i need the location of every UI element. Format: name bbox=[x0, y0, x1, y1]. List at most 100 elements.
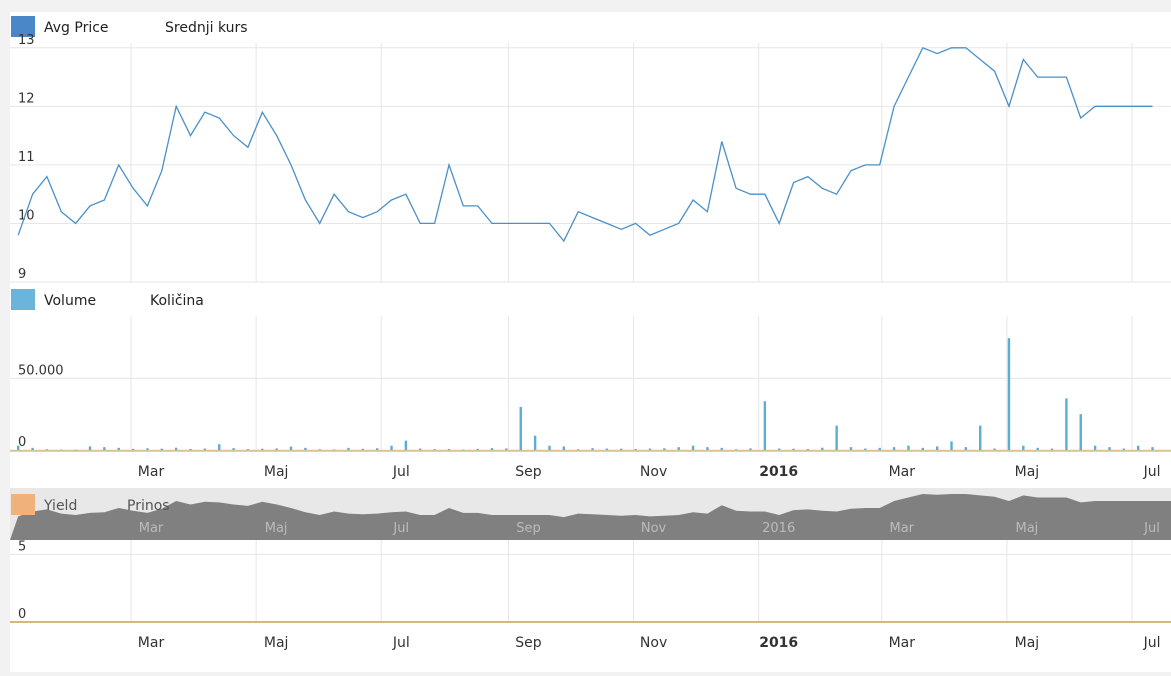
volume-bar bbox=[347, 447, 350, 450]
volume-bar bbox=[576, 449, 580, 450]
volume-bar bbox=[246, 449, 250, 450]
volume-bar bbox=[1022, 445, 1025, 450]
volume-bar bbox=[533, 435, 537, 450]
navigator-x-tick: Mar bbox=[890, 521, 915, 536]
volume-bar bbox=[878, 447, 881, 450]
volume-bar bbox=[1036, 447, 1039, 450]
navigator-x-tick: Mar bbox=[139, 521, 164, 536]
volume-panel: Volume Količina 0 50.000 Mar Maj Jul Sep Nov 2… bbox=[10, 289, 1171, 480]
volume-x-axis: Mar Maj Jul Sep Nov 2016 Mar Maj Jul bbox=[138, 464, 1161, 480]
yield-panel: Yield Prinos 05 Mar Maj Jul Sep Nov 2016 Mar Ma… bbox=[10, 494, 1171, 651]
volume-bar bbox=[1108, 447, 1111, 450]
volume-bar bbox=[734, 449, 738, 450]
volume-bar bbox=[763, 401, 767, 450]
volume-bar bbox=[60, 449, 63, 451]
price-grid bbox=[10, 43, 1171, 283]
yield-x-tick: Maj bbox=[1015, 635, 1040, 651]
volume-bar bbox=[447, 448, 451, 450]
volume-bar bbox=[332, 449, 336, 450]
volume-y-ticks: 0 50.000 bbox=[18, 363, 64, 450]
volume-y-tick: 50.000 bbox=[18, 363, 64, 378]
volume-bar bbox=[131, 448, 135, 450]
volume-bar bbox=[45, 449, 49, 450]
volume-x-tick: 2016 bbox=[759, 464, 798, 480]
volume-bar bbox=[17, 445, 20, 450]
volume-bar bbox=[390, 445, 393, 450]
yield-x-tick: Maj bbox=[264, 635, 289, 651]
yield-x-tick: Jul bbox=[1143, 635, 1161, 651]
volume-bar bbox=[778, 448, 781, 450]
yield-x-tick: Mar bbox=[138, 635, 165, 651]
volume-bar bbox=[261, 448, 264, 450]
volume-legend-swatch[interactable] bbox=[11, 289, 35, 310]
volume-bar bbox=[935, 446, 939, 450]
volume-bar bbox=[964, 447, 968, 450]
volume-bar bbox=[304, 447, 307, 450]
volume-bar bbox=[1093, 445, 1097, 450]
volume-bar bbox=[74, 449, 77, 451]
navigator-x-tick: Jul bbox=[392, 521, 409, 536]
volume-bar bbox=[519, 406, 522, 450]
volume-bar bbox=[1079, 414, 1082, 450]
yield-legend-swatch[interactable] bbox=[11, 494, 35, 515]
price-legend-label[interactable]: Avg Price bbox=[44, 20, 109, 36]
navigator[interactable]: Mar Maj Jul Sep Nov 2016 Mar Maj Jul bbox=[10, 488, 1171, 540]
volume-bar bbox=[490, 448, 494, 450]
volume-bar bbox=[117, 447, 120, 450]
volume-bar bbox=[849, 447, 853, 450]
volume-bar bbox=[462, 449, 465, 451]
yield-y-tick: 5 bbox=[18, 539, 26, 554]
volume-bar bbox=[634, 448, 637, 450]
volume-bar bbox=[404, 440, 408, 450]
navigator-x-ticks: Mar Maj Jul Sep Nov 2016 Mar Maj Jul bbox=[139, 521, 1160, 536]
price-y-tick: 10 bbox=[18, 208, 35, 223]
yield-y-tick: 0 bbox=[18, 607, 26, 622]
navigator-x-tick: Nov bbox=[641, 521, 667, 536]
volume-x-tick: Mar bbox=[889, 464, 916, 480]
price-legend-swatch[interactable] bbox=[11, 16, 35, 37]
volume-bar bbox=[806, 448, 810, 450]
navigator-x-tick: Maj bbox=[265, 521, 288, 536]
volume-bar bbox=[103, 447, 106, 450]
volume-bar bbox=[648, 448, 652, 450]
volume-bar bbox=[548, 445, 551, 450]
volume-bar bbox=[749, 448, 752, 450]
volume-grid bbox=[10, 316, 1171, 451]
volume-bar bbox=[1136, 445, 1140, 450]
yield-x-tick: Nov bbox=[640, 635, 667, 651]
volume-legend-label[interactable]: Volume bbox=[44, 293, 96, 309]
navigator-x-tick: 2016 bbox=[762, 521, 795, 536]
volume-bar bbox=[562, 446, 566, 450]
volume-bars bbox=[17, 338, 1154, 451]
yield-x-tick: Mar bbox=[889, 635, 916, 651]
volume-bar bbox=[1065, 398, 1068, 450]
volume-bar bbox=[88, 446, 92, 450]
volume-bar bbox=[146, 448, 149, 450]
volume-bar bbox=[160, 448, 163, 450]
volume-x-tick: Sep bbox=[515, 464, 542, 480]
volume-bar bbox=[174, 447, 178, 450]
yield-y-ticks: 05 bbox=[18, 539, 26, 622]
yield-legend-label-local: Prinos bbox=[127, 498, 170, 514]
volume-x-tick: Jul bbox=[1143, 464, 1161, 480]
price-panel: Avg Price Srednji kurs 9 10 11 12 13 bbox=[10, 16, 1171, 283]
volume-x-tick: Maj bbox=[264, 464, 289, 480]
volume-bar bbox=[289, 446, 293, 450]
volume-bar bbox=[677, 447, 680, 450]
navigator-x-tick: Maj bbox=[1016, 521, 1039, 536]
volume-bar bbox=[706, 447, 709, 450]
yield-legend-label[interactable]: Yield bbox=[43, 498, 77, 514]
price-y-tick: 13 bbox=[18, 33, 35, 48]
volume-legend-label-local: Količina bbox=[150, 293, 204, 309]
price-legend-label-local: Srednji kurs bbox=[165, 20, 248, 36]
volume-bar bbox=[505, 448, 508, 450]
yield-x-tick: 2016 bbox=[759, 635, 798, 651]
yield-x-tick: Jul bbox=[392, 635, 410, 651]
navigator-x-tick: Sep bbox=[516, 521, 541, 536]
volume-bar bbox=[907, 445, 910, 450]
price-series-line bbox=[17, 46, 1153, 243]
navigator-x-tick: Jul bbox=[1143, 521, 1160, 536]
volume-bar bbox=[218, 444, 221, 450]
price-y-tick: 11 bbox=[18, 150, 35, 165]
